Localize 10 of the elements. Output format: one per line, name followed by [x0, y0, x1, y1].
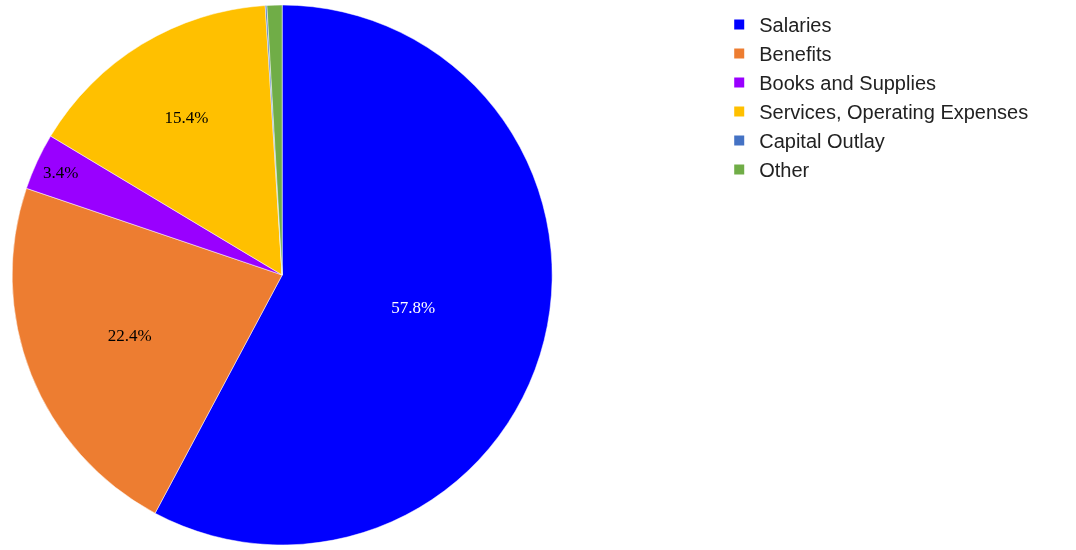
data-label: 3.4%	[43, 163, 79, 182]
legend-label: Salaries	[759, 14, 832, 37]
legend-label: Other	[759, 159, 810, 182]
legend-label: Books and Supplies	[759, 72, 937, 95]
data-label: 15.4%	[164, 108, 209, 128]
legend-label: Capital Outlay	[759, 130, 885, 153]
legend-label: Services, Operating Expenses	[759, 101, 1029, 124]
legend-label: Benefits	[759, 43, 832, 66]
data-label: 57.8%	[391, 298, 436, 318]
data-label: 22.4%	[107, 325, 152, 345]
